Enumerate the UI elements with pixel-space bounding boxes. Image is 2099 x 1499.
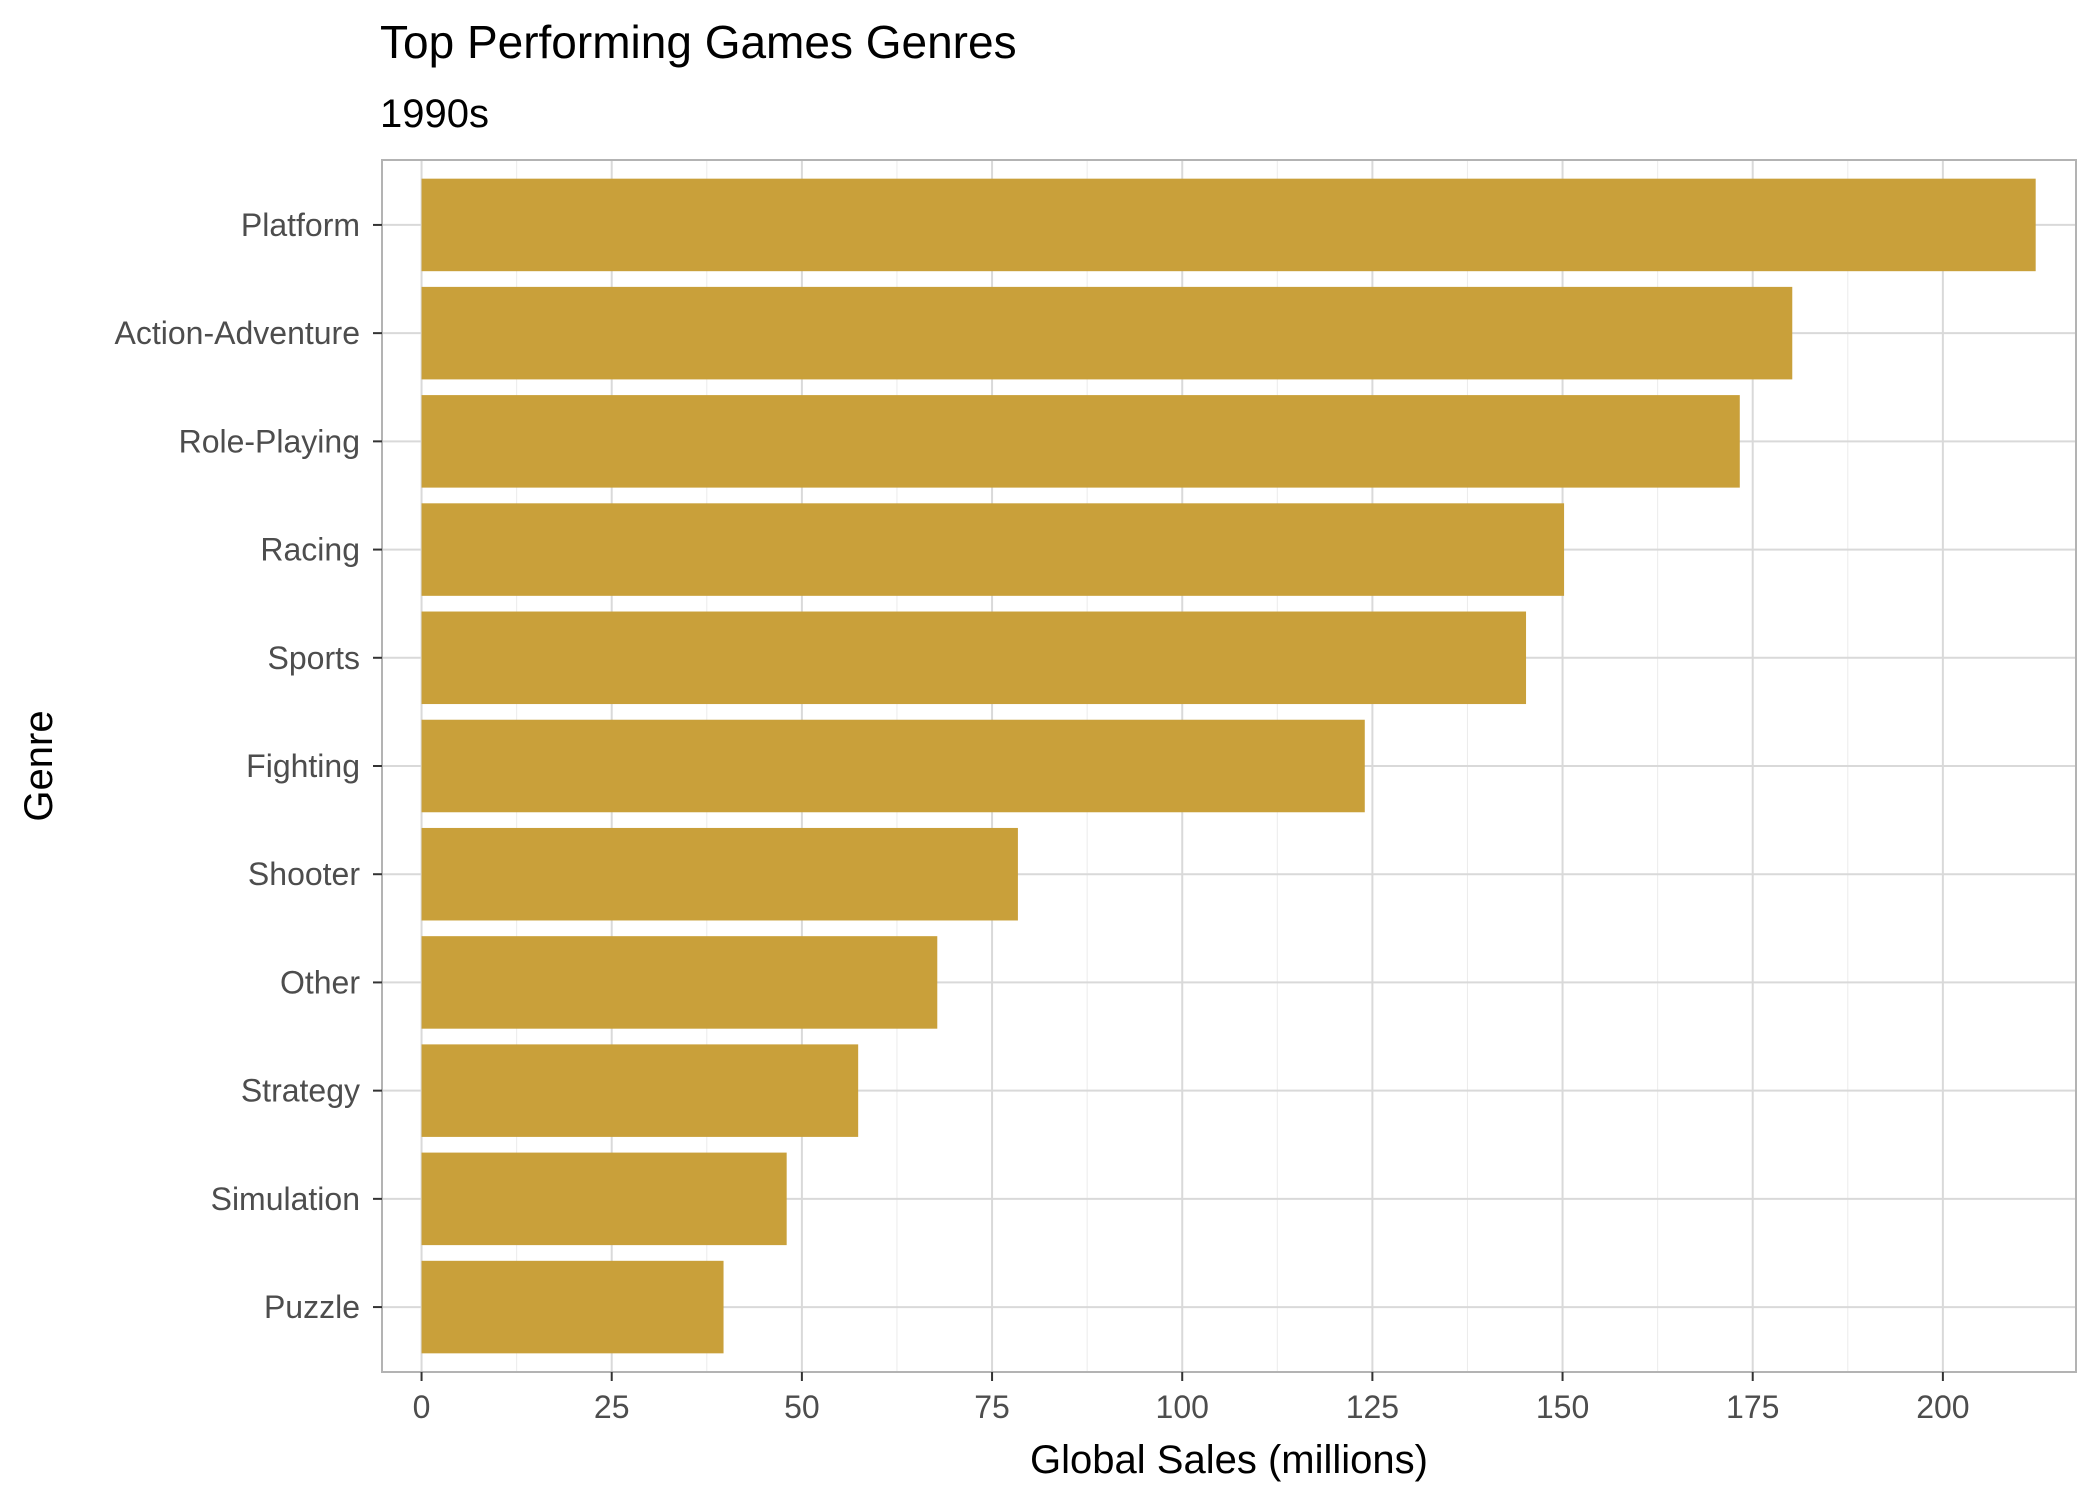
bar-racing bbox=[421, 503, 1565, 596]
x-tick-label: 200 bbox=[1916, 1389, 1969, 1425]
chart-title: Top Performing Games Genres bbox=[380, 16, 1017, 68]
bar-action-adventure bbox=[421, 286, 1793, 380]
y-tick-label: Other bbox=[280, 964, 360, 1000]
x-tick-label: 25 bbox=[594, 1389, 630, 1425]
x-tick-label: 50 bbox=[784, 1389, 820, 1425]
y-tick-label: Role-Playing bbox=[179, 423, 360, 459]
y-tick-label: Action-Adventure bbox=[115, 315, 360, 351]
x-tick-label: 100 bbox=[1156, 1389, 1209, 1425]
x-tick-label: 125 bbox=[1346, 1389, 1399, 1425]
y-tick-label: Shooter bbox=[248, 856, 360, 892]
y-axis: Platform Action-Adventure Role-Playing Raci… bbox=[115, 207, 382, 1325]
x-tick-label: 0 bbox=[413, 1389, 431, 1425]
x-axis: 0 25 50 75 100 125 150 175 200 bbox=[413, 1372, 1970, 1425]
y-tick-label: Puzzle bbox=[264, 1289, 360, 1325]
bar-shooter bbox=[421, 827, 1018, 921]
x-axis-title: Global Sales (millions) bbox=[1030, 1438, 1428, 1482]
bar-fighting bbox=[421, 719, 1365, 813]
y-tick-label: Platform bbox=[241, 207, 360, 243]
x-tick-label: 150 bbox=[1536, 1389, 1589, 1425]
bar-role-playing bbox=[421, 395, 1740, 488]
bar-platform bbox=[421, 178, 2036, 272]
y-tick-label: Strategy bbox=[241, 1073, 360, 1109]
x-tick-label: 75 bbox=[974, 1389, 1010, 1425]
y-tick-label: Sports bbox=[268, 640, 360, 676]
bars bbox=[421, 178, 2036, 1354]
chart-subtitle: 1990s bbox=[380, 92, 489, 136]
y-tick-label: Simulation bbox=[211, 1181, 360, 1217]
y-tick-label: Racing bbox=[260, 532, 360, 568]
bar-sports bbox=[421, 611, 1527, 705]
bar-puzzle bbox=[421, 1260, 724, 1354]
y-axis-title: Genre bbox=[17, 710, 61, 821]
bar-other bbox=[421, 936, 938, 1029]
y-tick-label: Fighting bbox=[246, 748, 360, 784]
x-tick-label: 175 bbox=[1726, 1389, 1779, 1425]
bar-simulation bbox=[421, 1152, 787, 1246]
bar-strategy bbox=[421, 1044, 859, 1137]
